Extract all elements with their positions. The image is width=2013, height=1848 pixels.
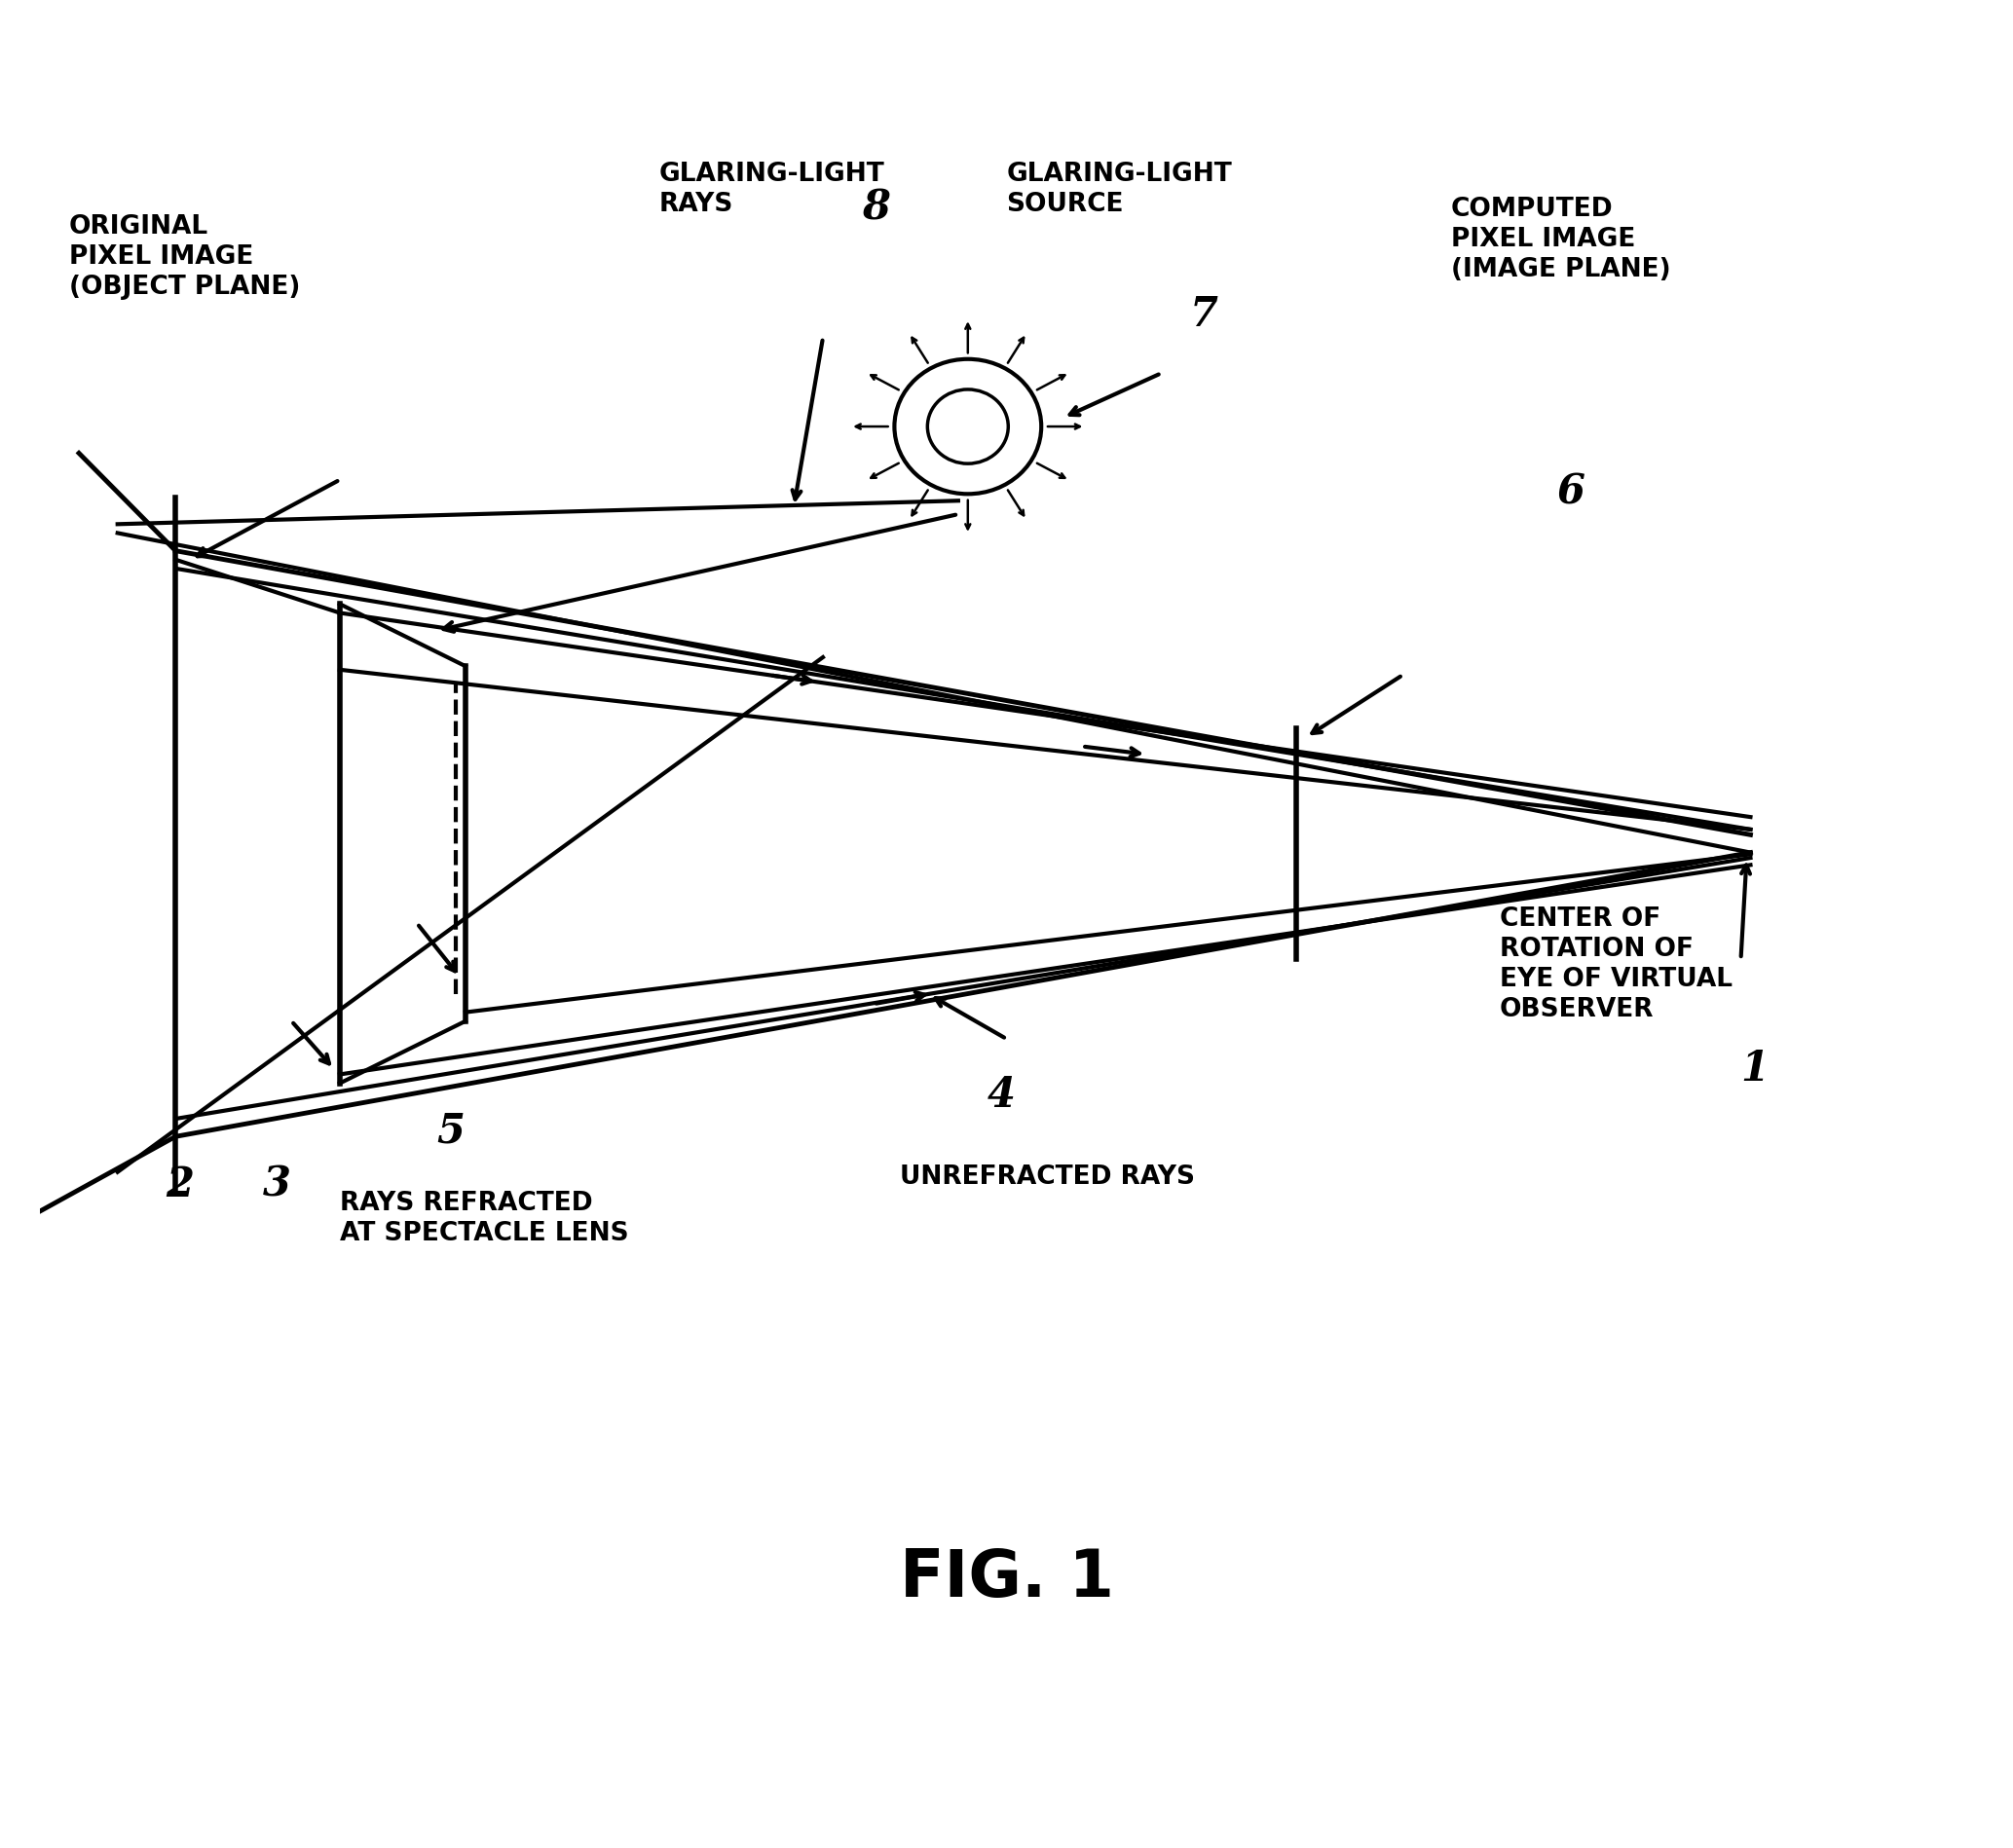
Text: 8: 8 bbox=[862, 188, 890, 229]
Text: GLARING-LIGHT
RAYS: GLARING-LIGHT RAYS bbox=[658, 161, 884, 216]
Text: 5: 5 bbox=[437, 1111, 465, 1151]
Text: COMPUTED
PIXEL IMAGE
(IMAGE PLANE): COMPUTED PIXEL IMAGE (IMAGE PLANE) bbox=[1451, 196, 1671, 283]
Text: 4: 4 bbox=[986, 1076, 1015, 1116]
Text: 3: 3 bbox=[262, 1164, 290, 1205]
Text: GLARING-LIGHT
SOURCE: GLARING-LIGHT SOURCE bbox=[1006, 161, 1232, 216]
Circle shape bbox=[894, 360, 1041, 495]
Text: 2: 2 bbox=[165, 1164, 193, 1205]
Circle shape bbox=[928, 390, 1009, 464]
Text: FIG. 1: FIG. 1 bbox=[900, 1545, 1113, 1610]
Text: 7: 7 bbox=[1190, 294, 1218, 334]
Text: UNREFRACTED RAYS: UNREFRACTED RAYS bbox=[900, 1164, 1196, 1188]
Text: 6: 6 bbox=[1558, 471, 1586, 512]
Text: 1: 1 bbox=[1741, 1048, 1769, 1088]
Text: RAYS REFRACTED
AT SPECTACLE LENS: RAYS REFRACTED AT SPECTACLE LENS bbox=[340, 1190, 628, 1246]
Text: ORIGINAL
PIXEL IMAGE
(OBJECT PLANE): ORIGINAL PIXEL IMAGE (OBJECT PLANE) bbox=[68, 214, 300, 299]
Text: CENTER OF
ROTATION OF
EYE OF VIRTUAL
OBSERVER: CENTER OF ROTATION OF EYE OF VIRTUAL OBS… bbox=[1500, 906, 1731, 1022]
